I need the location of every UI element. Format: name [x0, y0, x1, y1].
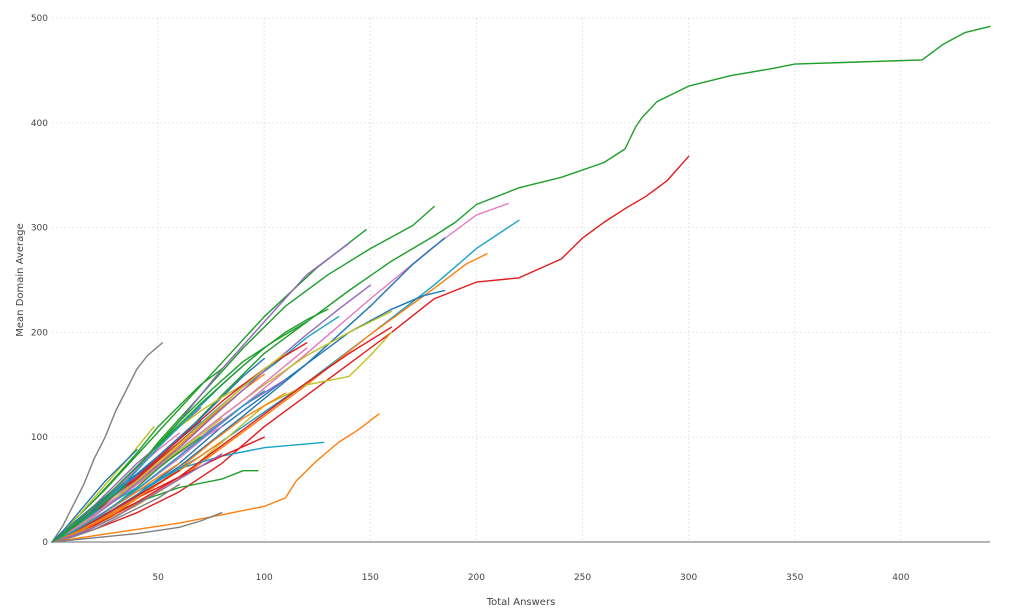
x-tick-label: 200	[468, 573, 485, 583]
y-axis-title: Mean Domain Average	[15, 223, 26, 336]
x-tick-label: 400	[892, 573, 909, 583]
series-line	[51, 155, 690, 543]
y-tick-label: 0	[42, 538, 48, 548]
y-axis-ticks: 0 100 200 300 400 500	[31, 14, 48, 548]
y-tick-label: 300	[31, 224, 48, 234]
series-line	[51, 308, 329, 543]
series-line	[51, 413, 380, 543]
series-line	[51, 284, 371, 543]
series-line	[51, 331, 393, 543]
x-tick-label: 150	[362, 573, 379, 583]
series-line	[51, 426, 155, 543]
y-tick-label: 400	[31, 119, 48, 129]
series-line	[51, 326, 393, 543]
series-line	[51, 390, 265, 543]
y-tick-label: 100	[31, 433, 48, 443]
series-line	[51, 342, 164, 543]
x-tick-label: 350	[786, 573, 803, 583]
x-tick-label: 100	[256, 573, 273, 583]
series-line	[51, 484, 127, 543]
y-tick-label: 200	[31, 328, 48, 338]
x-tick-label: 50	[152, 573, 164, 583]
grid	[52, 17, 990, 542]
x-tick-label: 300	[680, 573, 697, 583]
series-line	[51, 440, 223, 543]
series-line	[51, 483, 180, 543]
x-axis-title: Total Answers	[486, 597, 556, 608]
series-lines	[51, 25, 991, 543]
x-axis-ticks: 50 100 150 200 250 300 350 400	[152, 573, 909, 583]
series-line	[51, 449, 138, 543]
y-tick-label: 500	[31, 14, 48, 24]
series-line	[51, 453, 223, 543]
x-tick-label: 250	[574, 573, 591, 583]
series-line	[51, 512, 223, 543]
